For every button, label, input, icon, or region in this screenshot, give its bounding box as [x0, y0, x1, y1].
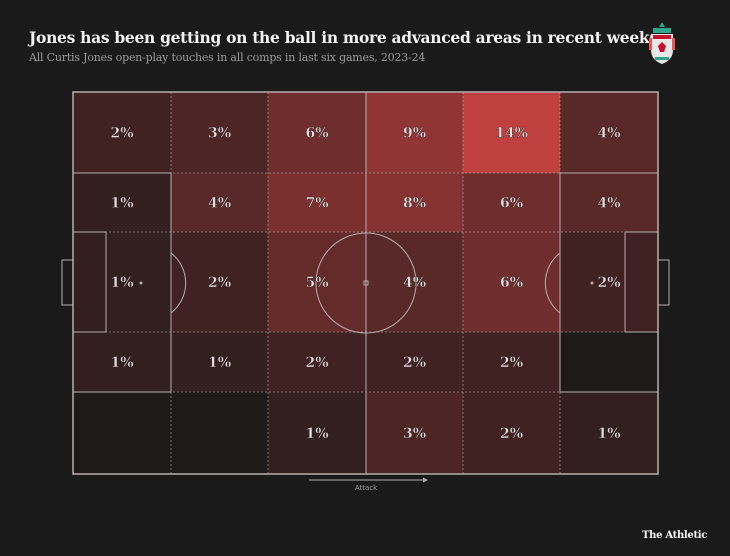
cell-value-label: 2%	[305, 355, 328, 371]
heatmap-cell	[560, 392, 658, 474]
cell-value-label: 3%	[208, 126, 231, 142]
heatmap-cell	[171, 332, 268, 392]
cell-value-label: 4%	[597, 126, 620, 142]
cell-value-label: 4%	[208, 196, 231, 212]
heatmap-cell	[560, 232, 658, 332]
heatmap-cell	[366, 332, 463, 392]
cell-value-label: 2%	[500, 355, 523, 371]
cell-value-label: 1%	[597, 426, 620, 442]
heatmap-cell	[463, 332, 560, 392]
cell-value-label: 1%	[110, 275, 133, 291]
cell-value-label: 2%	[500, 426, 523, 442]
cell-value-label: 1%	[305, 426, 328, 442]
cell-value-label: 2%	[403, 355, 426, 371]
heatmap-cell	[366, 232, 463, 332]
the-athletic-logo: The Athletic	[642, 530, 708, 541]
cell-value-label: 1%	[110, 355, 133, 371]
heatmap-cell	[366, 392, 463, 474]
cell-value-label: 2%	[597, 275, 620, 291]
heatmap-cell	[268, 392, 366, 474]
cell-value-label: 2%	[208, 275, 231, 291]
centre-spot	[363, 280, 369, 286]
heatmap-cell	[560, 92, 658, 173]
cell-value-label: 3%	[403, 426, 426, 442]
heatmap-cell	[366, 173, 463, 232]
right-penalty-spot	[590, 281, 594, 285]
right-goal	[657, 259, 670, 306]
heatmap-cell	[268, 332, 366, 392]
heatmap-cell	[463, 92, 560, 173]
heatmap-cell	[171, 173, 268, 232]
chart-subtitle: All Curtis Jones open-play touches in al…	[29, 51, 426, 64]
heatmap-cell	[268, 232, 366, 332]
heatmap-cell	[463, 232, 560, 332]
heatmap-cell	[171, 232, 268, 332]
attack-arrow-head	[423, 477, 428, 483]
cell-value-label: 14%	[495, 126, 528, 142]
heatmap-cell	[560, 332, 658, 392]
cell-value-label: 6%	[500, 196, 523, 212]
left-penalty-spot	[139, 281, 143, 285]
cell-value-label: 6%	[305, 126, 328, 142]
left-goal	[61, 259, 74, 306]
heatmap-cell	[73, 232, 171, 332]
heatmap-cell	[366, 92, 463, 173]
cell-value-label: 8%	[403, 196, 426, 212]
heatmap-cell	[73, 173, 171, 232]
heatmap-cell	[268, 173, 366, 232]
right-penalty-arc	[544, 252, 561, 314]
centre-circle	[315, 232, 417, 334]
heatmap-cell	[171, 392, 268, 474]
chart-title: Jones has been getting on the ball in mo…	[29, 28, 658, 47]
heatmap-cell	[171, 92, 268, 173]
heatmap-cell	[73, 332, 171, 392]
heatmap-cell	[463, 173, 560, 232]
cell-value-label: 5%	[305, 275, 328, 291]
cell-value-label: 1%	[110, 196, 133, 212]
cell-value-label: 4%	[597, 196, 620, 212]
cell-value-label: 6%	[500, 275, 523, 291]
left-penalty-arc	[170, 252, 187, 314]
cell-value-label: 4%	[403, 275, 426, 291]
cell-value-label: 9%	[403, 126, 426, 142]
liverpool-crest-icon	[649, 22, 675, 64]
heatmap-cell	[73, 392, 171, 474]
cell-value-label: 7%	[305, 196, 328, 212]
cell-value-label: 2%	[110, 126, 133, 142]
attack-label: Attack	[355, 484, 378, 492]
heatmap-cell	[463, 392, 560, 474]
heatmap-cell	[560, 173, 658, 232]
cell-value-label: 1%	[208, 355, 231, 371]
heatmap-cell	[268, 92, 366, 173]
heatmap-cell	[73, 92, 171, 173]
